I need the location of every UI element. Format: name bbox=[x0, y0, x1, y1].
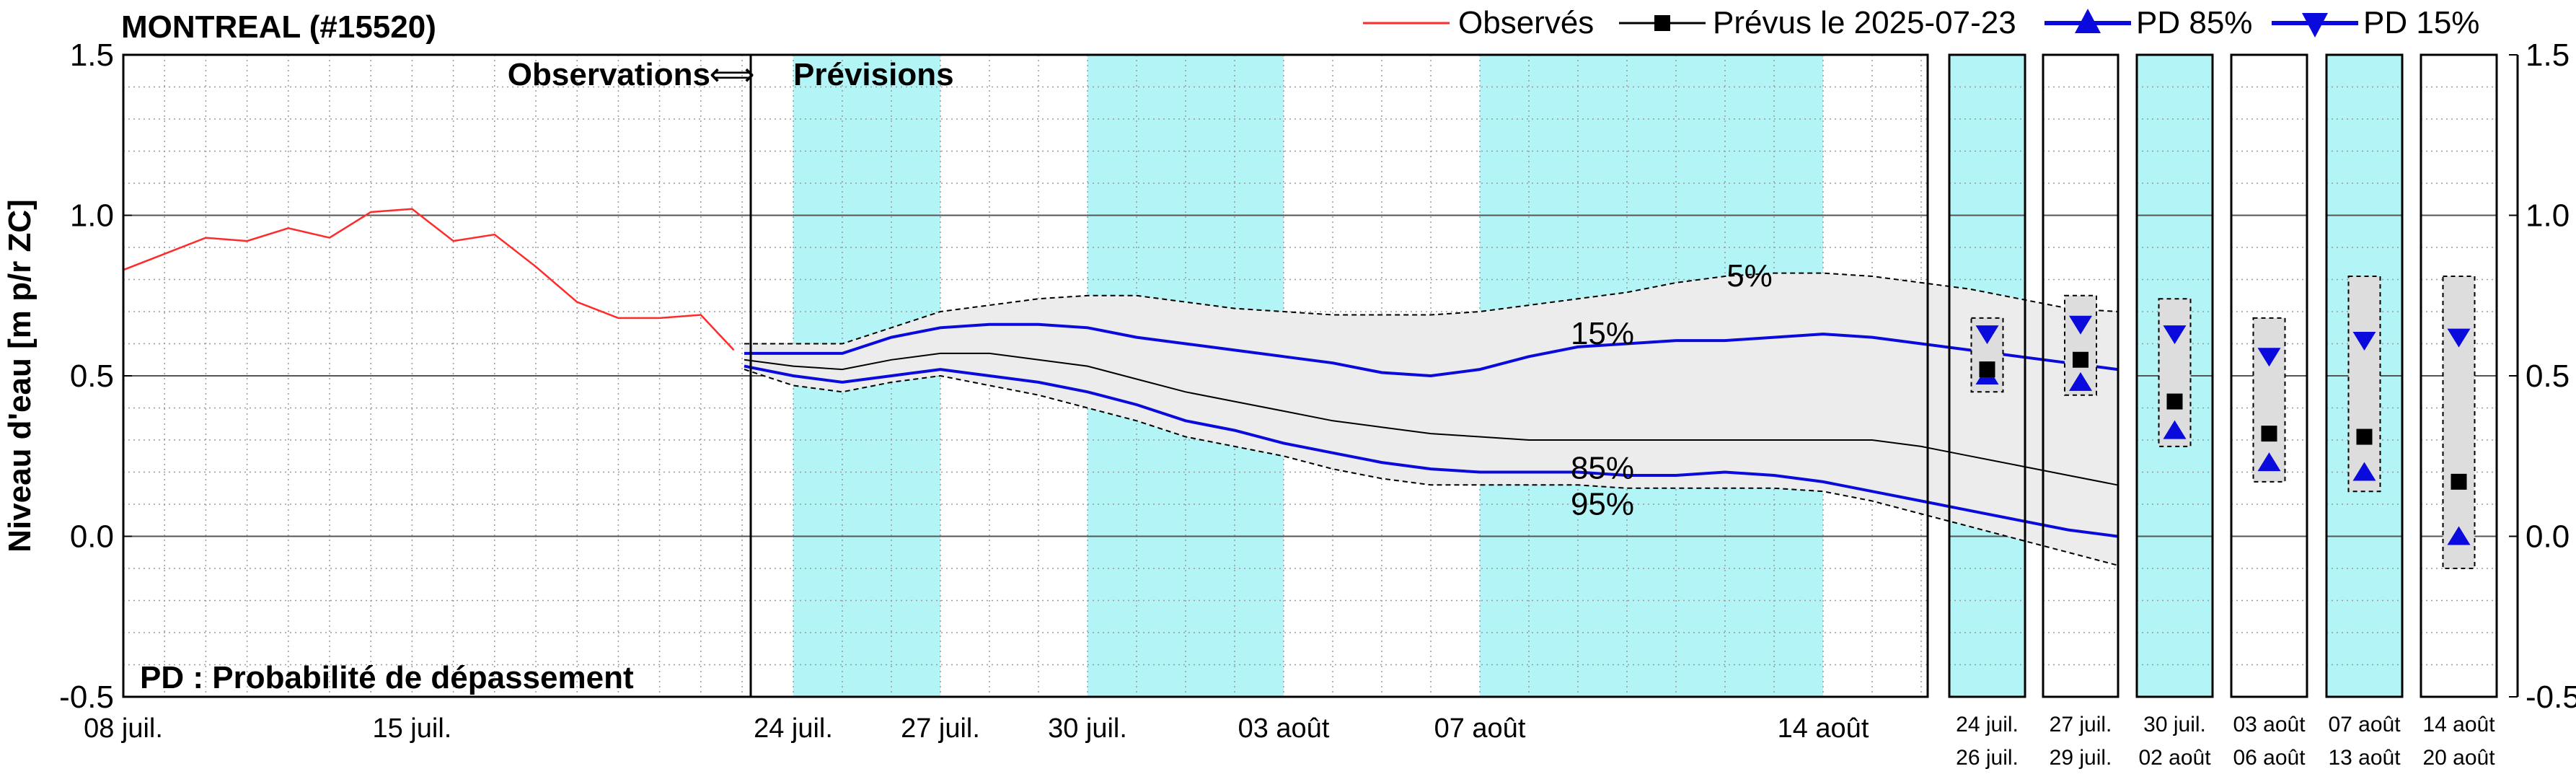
forecast-x-tick-label: 27 juil. bbox=[901, 713, 980, 744]
weekly-pd85-marker-5 bbox=[2447, 526, 2471, 545]
forecast-median-line bbox=[744, 352, 2118, 486]
weekly-end-label-4: 13 août bbox=[2328, 746, 2401, 770]
left-y-tick-label: 0.5 bbox=[70, 359, 114, 394]
obs-forecast-arrow: ⟺ bbox=[709, 57, 754, 92]
weekly-pd85-marker-1 bbox=[2069, 371, 2092, 391]
observations-label: Observations bbox=[508, 57, 710, 92]
legend-forecast-marker bbox=[1654, 15, 1670, 31]
weekly-range-box-4 bbox=[2347, 276, 2381, 493]
right-y-tick-label: -0.5 bbox=[2526, 680, 2576, 715]
weekly-start-label-1: 27 juil. bbox=[2050, 713, 2112, 736]
legend-pd15-label: PD 15% bbox=[2363, 5, 2479, 40]
pd85-line bbox=[744, 364, 2118, 538]
weekly-median-marker-0 bbox=[1979, 361, 1995, 378]
weekly-panel-frame-5 bbox=[2420, 53, 2498, 698]
forecast-x-tick-label: 30 juil. bbox=[1048, 713, 1127, 744]
weekly-start-label-4: 07 août bbox=[2328, 713, 2401, 736]
weekly-median-marker-4 bbox=[2356, 428, 2373, 445]
forecast-envelope bbox=[744, 273, 2117, 566]
right-y-tick-label: 0.5 bbox=[2526, 359, 2570, 394]
weekly-end-label-1: 29 juil. bbox=[2050, 746, 2112, 770]
weekly-end-label-3: 06 août bbox=[2233, 746, 2306, 770]
weekly-pd85-marker-4 bbox=[2352, 462, 2376, 481]
left-y-tick-label: 1.0 bbox=[70, 198, 114, 234]
weekly-median-marker-2 bbox=[2166, 393, 2183, 410]
weekly-median-marker-5 bbox=[2451, 473, 2467, 490]
chart-title: MONTREAL (#15520) bbox=[121, 9, 436, 45]
forecast-x-tick-label: 14 août bbox=[1778, 713, 1869, 744]
forecast-x-tick-label: 03 août bbox=[1238, 713, 1330, 744]
weekly-pd15-marker-1 bbox=[2069, 315, 2092, 335]
pd-footnote: PD : Probabilité de dépassement bbox=[140, 660, 634, 695]
legend-observed-label: Observés bbox=[1458, 5, 1594, 40]
weekly-pd15-marker-0 bbox=[1975, 325, 1999, 345]
obs-x-tick-label: 15 juil. bbox=[372, 713, 451, 744]
p85-label: 85% bbox=[1571, 450, 1634, 485]
weekly-start-label-5: 14 août bbox=[2422, 713, 2495, 736]
right-y-tick-label: 1.5 bbox=[2526, 38, 2570, 73]
forecast-x-tick-label: 24 juil. bbox=[754, 713, 833, 744]
weekly-range-box-5 bbox=[2442, 276, 2476, 569]
weekly-pd15-marker-5 bbox=[2447, 328, 2471, 348]
weekly-panel-frame-3 bbox=[2230, 53, 2308, 698]
weekly-end-label-2: 02 août bbox=[2138, 746, 2211, 770]
weekly-end-label-5: 20 août bbox=[2422, 746, 2495, 770]
legend-pd15-marker bbox=[2302, 13, 2328, 38]
forecast-x-tick-label: 07 août bbox=[1434, 713, 1526, 744]
weekly-pd15-marker-4 bbox=[2352, 332, 2376, 351]
weekly-end-label-0: 26 juil. bbox=[1956, 746, 2019, 770]
right-y-tick-label: 0.0 bbox=[2526, 519, 2570, 555]
weekly-panel-frame-1 bbox=[2042, 53, 2120, 698]
p5-line bbox=[744, 272, 2118, 345]
weekly-start-label-0: 24 juil. bbox=[1956, 713, 2019, 736]
weekly-pd15-marker-2 bbox=[2163, 325, 2187, 345]
legend-pd85-label: PD 85% bbox=[2136, 5, 2252, 40]
weekly-median-marker-1 bbox=[2073, 351, 2088, 368]
pd15-line bbox=[744, 322, 2118, 378]
legend-forecast-label: Prévus le 2025-07-23 bbox=[1713, 5, 2016, 40]
p5-label: 5% bbox=[1726, 258, 1773, 294]
weekly-start-label-2: 30 juil. bbox=[2143, 713, 2206, 736]
weekly-pd85-marker-3 bbox=[2257, 452, 2281, 472]
legend-pd85-marker bbox=[2075, 9, 2101, 33]
weekly-pd85-marker-2 bbox=[2163, 420, 2187, 439]
y-axis-label: Niveau d'eau [m p/r ZC] bbox=[2, 199, 38, 553]
weekly-median-marker-3 bbox=[2261, 426, 2277, 442]
weekly-panel-frame-0 bbox=[1948, 53, 2026, 698]
weekly-panel-frame-4 bbox=[2325, 53, 2404, 698]
observed-line bbox=[123, 208, 735, 351]
left-y-tick-label: 1.5 bbox=[70, 38, 114, 73]
p95-line bbox=[744, 369, 2118, 566]
previsions-label: Prévisions bbox=[793, 57, 954, 92]
p15-label: 15% bbox=[1571, 316, 1634, 351]
p95-label: 95% bbox=[1571, 486, 1634, 522]
left-y-tick-label: -0.5 bbox=[59, 680, 114, 715]
weekly-start-label-3: 03 août bbox=[2233, 713, 2306, 736]
weekly-pd15-marker-3 bbox=[2257, 348, 2281, 367]
obs-x-tick-label: 08 juil. bbox=[84, 713, 163, 744]
right-y-tick-label: 1.0 bbox=[2526, 198, 2570, 234]
left-y-tick-label: 0.0 bbox=[70, 519, 114, 555]
weekly-panel-frame-2 bbox=[2135, 53, 2214, 698]
